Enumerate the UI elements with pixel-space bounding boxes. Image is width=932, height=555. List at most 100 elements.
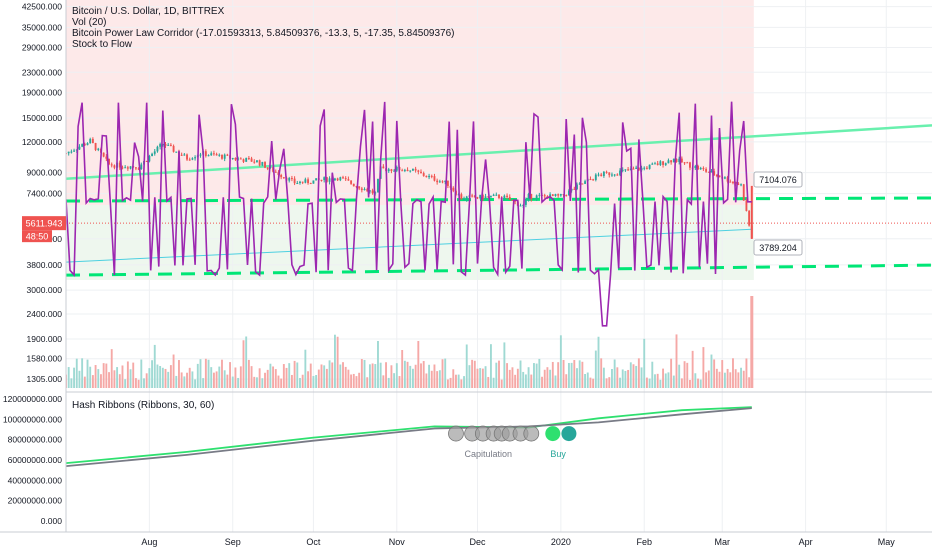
candle-body (218, 154, 221, 156)
lower-corridor-line (65, 228, 752, 263)
volume-bar (446, 379, 449, 388)
volume-bar (683, 361, 686, 388)
volume-bar (188, 367, 191, 388)
volume-bar (455, 374, 457, 388)
hash-ribbons-legend[interactable]: Hash Ribbons (Ribbons, 30, 60) (72, 400, 215, 411)
hash-ribbons: Capitulation Buy (65, 406, 752, 467)
volume-bar (546, 367, 549, 388)
volume-bar (508, 369, 511, 388)
candle-body (401, 170, 404, 172)
volume-bar (436, 371, 439, 388)
volume-bar (207, 359, 210, 388)
candle-body (161, 143, 164, 145)
candle-body (621, 169, 624, 171)
price-tick-label: 3800.000 (27, 260, 63, 270)
volume-bar (86, 359, 89, 388)
volume-bar (309, 363, 312, 388)
ribbon-tick-label: 120000000.000 (3, 394, 62, 404)
candle-body (387, 169, 390, 172)
candle-body (102, 152, 105, 157)
candle-body (713, 171, 716, 175)
volume-bar (75, 358, 78, 388)
legend-main-title[interactable]: Bitcoin / U.S. Dollar, 1D, BITTREX (72, 6, 225, 17)
candle-body (680, 158, 683, 163)
candle-body (121, 167, 124, 169)
time-tick-label: Aug (141, 537, 157, 547)
candle-body (433, 176, 436, 181)
candle-body (672, 158, 675, 163)
time-tick-label: Dec (469, 537, 486, 547)
capitulation-label: Capitulation (464, 449, 512, 459)
last-price-badge (22, 216, 66, 231)
volume-bar (675, 334, 678, 388)
volume-bar (290, 374, 293, 388)
ribbon-tick-label: 100000000.000 (3, 414, 62, 424)
legend-power-law[interactable]: Bitcoin Power Law Corridor (-17.01593313… (72, 28, 455, 39)
volume-bar (715, 368, 718, 388)
candle-body (702, 167, 705, 170)
volume-bar (543, 369, 546, 388)
candle-body (446, 180, 449, 186)
volume-bar (699, 379, 702, 388)
volume-bar (694, 373, 697, 388)
volume-bar (656, 373, 659, 388)
volume-bar (468, 365, 471, 388)
candle-body (347, 179, 350, 181)
candle-body (662, 161, 664, 165)
candle-body (659, 161, 662, 165)
candle-body (557, 194, 560, 196)
volume-bar (401, 349, 404, 388)
candle-body (689, 162, 691, 168)
legend-s2f[interactable]: Stock to Flow (72, 39, 133, 50)
volume-bar (161, 367, 164, 388)
volume-bar (411, 368, 414, 388)
volume-bar (218, 366, 221, 388)
bottom-corridor-label: 3789.204 (759, 243, 797, 253)
price-tick-label: 19000.000 (22, 88, 62, 98)
price-tick-label: 23000.000 (22, 67, 62, 77)
volume-bar (745, 358, 748, 388)
candle-body (584, 181, 587, 184)
volume-bar (360, 359, 363, 388)
volume-bar (212, 372, 215, 388)
crash-volume-bar (750, 296, 754, 388)
candle-body (417, 170, 420, 172)
volume-bar (363, 359, 366, 388)
volume-bar (247, 359, 250, 388)
volume-bar (137, 379, 140, 388)
candle-body (371, 190, 374, 194)
candle-body (581, 183, 584, 185)
candle-body (675, 158, 678, 162)
candle-body (156, 146, 159, 152)
candle-body (489, 195, 492, 197)
volume-bar (594, 350, 597, 388)
volume-bar (557, 362, 560, 388)
volume-bar (239, 366, 242, 388)
candle-body (358, 186, 361, 189)
candle-body (366, 188, 369, 192)
volume-bar (616, 367, 619, 388)
candle-body (699, 167, 702, 170)
volume-bar (304, 349, 307, 388)
volume-bar (726, 368, 729, 388)
candle-body (290, 178, 293, 180)
price-tick-label: 7400.000 (27, 189, 63, 199)
volume-bar (549, 369, 552, 388)
price-axis-background (0, 0, 66, 550)
volume-bar (264, 372, 266, 388)
legend-vol[interactable]: Vol (20) (72, 17, 107, 28)
volume-bar (229, 362, 231, 388)
last-price-text: 5611.943 (26, 219, 63, 229)
volume-bar (272, 366, 275, 388)
candle-body (344, 178, 347, 180)
volume-bar (164, 368, 167, 388)
candle-body (726, 177, 729, 182)
countdown-badge (22, 230, 52, 243)
candle-body (247, 157, 250, 159)
main-legend: Bitcoin / U.S. Dollar, 1D, BITTREX Vol (… (72, 6, 454, 50)
volume-bar (742, 370, 745, 388)
candle-body (336, 178, 339, 181)
time-tick-label: Mar (714, 537, 730, 547)
stock-to-flow-line (65, 101, 752, 327)
